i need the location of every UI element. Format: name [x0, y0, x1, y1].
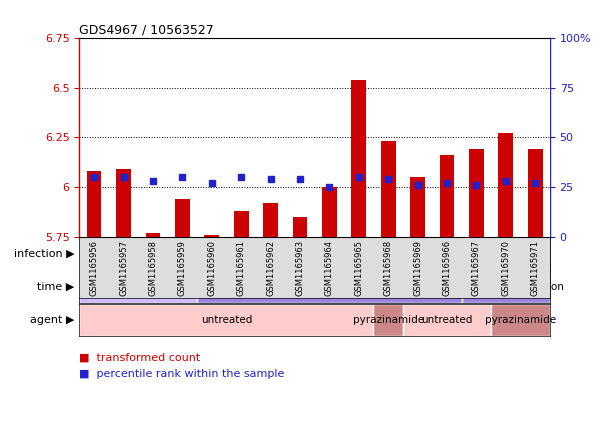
- Text: untreated: untreated: [201, 315, 252, 325]
- Text: time ▶: time ▶: [37, 282, 75, 292]
- Text: pyrazinamide: pyrazinamide: [353, 315, 424, 325]
- Text: uninfected: uninfected: [111, 249, 166, 259]
- Bar: [87, 171, 101, 237]
- Bar: [351, 80, 366, 237]
- Bar: [263, 203, 278, 237]
- Bar: [293, 217, 307, 237]
- Bar: [410, 177, 425, 237]
- Bar: [322, 187, 337, 237]
- Bar: [79, 238, 197, 270]
- Text: infection ▶: infection ▶: [14, 249, 75, 259]
- Bar: [79, 304, 373, 336]
- Bar: [469, 149, 484, 237]
- Bar: [440, 155, 455, 237]
- Text: 63 days post infection: 63 days post infection: [448, 282, 564, 292]
- Bar: [491, 304, 550, 336]
- Bar: [197, 271, 462, 303]
- Bar: [205, 235, 219, 237]
- Bar: [175, 199, 189, 237]
- Text: ■  transformed count: ■ transformed count: [79, 353, 200, 363]
- Bar: [145, 233, 160, 237]
- Text: pyrazinamide: pyrazinamide: [485, 315, 556, 325]
- Text: Mtb: Mtb: [364, 249, 383, 259]
- Text: ■  percentile rank within the sample: ■ percentile rank within the sample: [79, 369, 285, 379]
- Text: untreated: untreated: [422, 315, 473, 325]
- Bar: [373, 304, 403, 336]
- Text: 42 days post infection: 42 days post infection: [271, 282, 387, 292]
- Bar: [234, 211, 249, 237]
- Bar: [528, 149, 543, 237]
- Bar: [499, 134, 513, 237]
- Text: control: control: [120, 282, 156, 292]
- Text: agent ▶: agent ▶: [31, 315, 75, 325]
- Bar: [116, 169, 131, 237]
- Bar: [381, 141, 395, 237]
- Bar: [462, 271, 550, 303]
- Text: GDS4967 / 10563527: GDS4967 / 10563527: [79, 24, 214, 37]
- Bar: [79, 271, 197, 303]
- Bar: [197, 238, 550, 270]
- Bar: [403, 304, 491, 336]
